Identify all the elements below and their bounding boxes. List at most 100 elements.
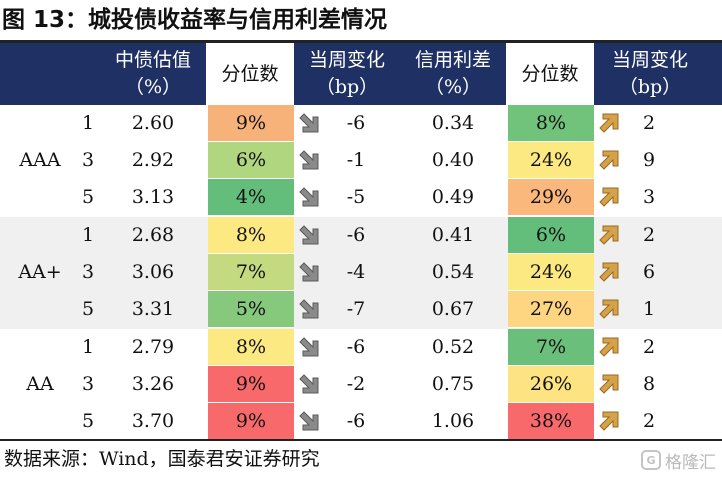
arrow-up-right-icon (598, 112, 620, 134)
header-valuation-line2: （%） (124, 76, 182, 98)
header-change-2-line1: 当周变化 (611, 49, 688, 71)
header-change-1-line2: （bp） (315, 76, 379, 98)
change-2-cell: 1 (642, 298, 656, 320)
change-2-cell: 9 (642, 149, 656, 171)
percentile-1-cell: 8% (208, 217, 294, 254)
header-spread-line1: 信用利差 (414, 49, 491, 71)
arrow-up-right-icon (598, 298, 620, 320)
percentile-2-cell: 26% (508, 366, 594, 403)
term-cell: 1 (81, 224, 95, 246)
title-divider (0, 40, 722, 43)
change-1-cell: -5 (346, 186, 366, 208)
change-1-cell: -7 (346, 298, 366, 320)
header-spread: 信用利差 （%） (400, 43, 506, 105)
valuation-cell: 2.79 (131, 336, 175, 358)
arrow-down-right-icon (298, 261, 320, 283)
percentile-2-cell: 24% (508, 254, 594, 291)
spread-cell: 0.67 (431, 298, 475, 320)
arrow-up-right-icon (598, 373, 620, 395)
change-1-cell: -6 (346, 112, 366, 134)
percentile-1-cell: 9% (208, 105, 294, 142)
percentile-1-cell: 9% (208, 403, 294, 440)
valuation-cell: 3.13 (131, 186, 175, 208)
group-label: AA (26, 373, 54, 395)
group-label: AAA (19, 149, 61, 171)
spread-cell: 0.49 (431, 186, 475, 208)
group-aa-plus: AA+ (0, 217, 722, 329)
change-2-cell: 2 (642, 410, 656, 432)
percentile-1-cell: 7% (208, 254, 294, 291)
percentile-2-cell: 7% (508, 329, 594, 366)
spread-cell: 1.06 (431, 410, 475, 432)
percentile-2-cell: 6% (508, 217, 594, 254)
header-percentile-2-label: 分位数 (521, 62, 579, 85)
header-spread-line2: （%） (424, 76, 482, 98)
spread-cell: 0.54 (431, 261, 475, 283)
term-cell: 5 (81, 186, 95, 208)
percentile-2-cell: 24% (508, 142, 594, 179)
spread-cell: 0.40 (431, 149, 475, 171)
header-percentile-2: 分位数 (506, 43, 594, 105)
percentile-1-cell: 5% (208, 291, 294, 328)
change-1-cell: -6 (346, 410, 366, 432)
change-2-cell: 2 (642, 336, 656, 358)
valuation-cell: 2.60 (131, 112, 175, 134)
header-valuation-line1: 中债估值 (114, 49, 191, 71)
percentile-2-cell: 29% (508, 179, 594, 216)
change-1-cell: -2 (346, 373, 366, 395)
spread-cell: 0.52 (431, 336, 475, 358)
group-aaa: AAA (0, 105, 722, 217)
watermark-text: 格隆汇 (665, 452, 716, 473)
percentile-1-cell: 8% (208, 329, 294, 366)
change-2-cell: 2 (642, 224, 656, 246)
arrow-down-right-icon (298, 186, 320, 208)
arrow-up-right-icon (598, 224, 620, 246)
change-2-cell: 8 (642, 373, 656, 395)
change-1-cell: -6 (346, 224, 366, 246)
header-change-2: 当周变化 （bp） (594, 43, 706, 105)
percentile-1-cell: 9% (208, 366, 294, 403)
group-label: AA+ (18, 261, 62, 283)
term-cell: 5 (81, 410, 95, 432)
figure-title: 图 13：城投债收益率与信用利差情况 (2, 7, 388, 33)
arrow-up-right-icon (598, 186, 620, 208)
term-cell: 5 (81, 298, 95, 320)
change-2-cell: 3 (642, 186, 656, 208)
valuation-cell: 3.26 (131, 373, 175, 395)
change-2-cell: 2 (642, 112, 656, 134)
arrow-down-right-icon (298, 298, 320, 320)
header-percentile-1-label: 分位数 (221, 62, 279, 85)
source-note: 数据来源：Wind，国泰君安证券研究 (4, 448, 320, 470)
arrow-down-right-icon (298, 149, 320, 171)
change-2-cell: 6 (642, 261, 656, 283)
watermark-logo-icon: G (641, 450, 661, 470)
header-percentile-1: 分位数 (206, 43, 294, 105)
term-cell: 1 (81, 112, 95, 134)
term-cell: 3 (81, 261, 95, 283)
spread-cell: 0.41 (431, 224, 475, 246)
valuation-cell: 2.68 (131, 224, 175, 246)
valuation-cell: 2.92 (131, 149, 175, 171)
term-cell: 3 (81, 373, 95, 395)
group-aa: AA (0, 329, 722, 441)
percentile-2-cell: 38% (508, 403, 594, 440)
arrow-down-right-icon (298, 224, 320, 246)
header-change-1-line1: 当周变化 (308, 49, 385, 71)
change-1-cell: -6 (346, 336, 366, 358)
arrow-down-right-icon (298, 336, 320, 358)
change-1-cell: -1 (346, 149, 366, 171)
percentile-1-cell: 6% (208, 142, 294, 179)
percentile-2-cell: 8% (508, 105, 594, 142)
valuation-cell: 3.70 (131, 410, 175, 432)
watermark: G 格隆汇 (641, 448, 716, 473)
percentile-1-cell: 4% (208, 179, 294, 216)
table-header: 中债估值 （%） 分位数 当周变化 （bp） 信用利差 （%） 分位数 当周变化… (0, 43, 722, 105)
arrow-down-right-icon (298, 373, 320, 395)
percentile-2-cell: 27% (508, 291, 594, 328)
term-cell: 1 (81, 336, 95, 358)
table-bottom-rule (0, 439, 722, 441)
valuation-cell: 3.31 (131, 298, 175, 320)
header-valuation: 中债估值 （%） (100, 43, 206, 105)
arrow-up-right-icon (598, 336, 620, 358)
arrow-down-right-icon (298, 112, 320, 134)
